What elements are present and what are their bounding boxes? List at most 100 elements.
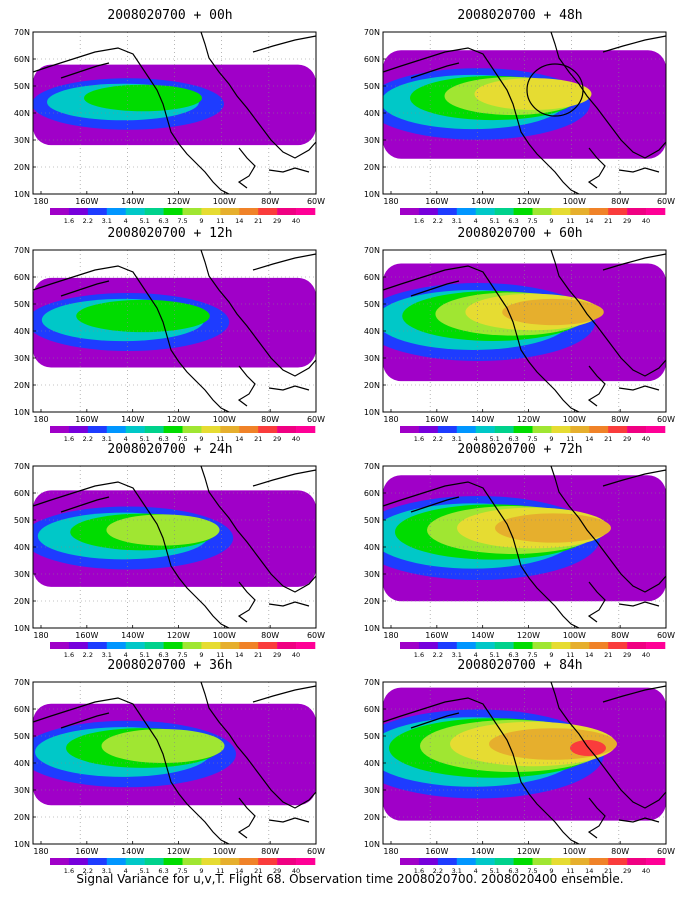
colorbar-label: 6.3 [158, 651, 168, 659]
lat-tick-label: 70N [14, 28, 30, 37]
lon-tick-label: 120W [517, 415, 540, 424]
colorbar-label: 11 [216, 867, 224, 875]
variance-map: 10N 20N 30N 40N 50N 60N 70N 180 160W 140W 120W 100W… [364, 28, 675, 225]
lon-tick-label: 140W [121, 197, 144, 206]
lon-tick-label: 180 [383, 847, 398, 856]
variance-map: 10N 20N 30N 40N 50N 60N 70N 180 160W 140W 120W 100W… [364, 462, 675, 659]
lat-tick-label: 50N [364, 732, 380, 741]
colorbar-label: 21 [604, 217, 612, 225]
lat-tick-label: 20N [364, 163, 380, 172]
colorbar-label: 7.5 [177, 651, 187, 659]
colorbar-label: 11 [566, 651, 574, 659]
colorbar-label: 14 [235, 435, 243, 443]
colorbar-label: 9 [549, 435, 553, 443]
lat-tick-label: 40N [14, 327, 30, 336]
colorbar-label: 2.2 [433, 435, 443, 443]
colorbar-label: 4 [474, 651, 478, 659]
lat-tick-label: 70N [14, 678, 30, 687]
colorbar-label: 3.1 [102, 217, 112, 225]
colorbar-label: 40 [642, 435, 650, 443]
colorbar-label: 6.3 [508, 651, 518, 659]
lat-tick-label: 20N [14, 381, 30, 390]
lat-tick-label: 60N [14, 55, 30, 64]
lon-tick-label: 80W [611, 415, 629, 424]
lat-tick-label: 30N [364, 136, 380, 145]
colorbar-label: 2.2 [83, 651, 93, 659]
colorbar-label: 1.6 [414, 651, 424, 659]
colorbar-label: 7.5 [177, 217, 187, 225]
lat-tick-label: 50N [14, 516, 30, 525]
colorbar: 1.6 2.2 3.1 4 5.1 6.3 7.5 9 11 14 21 29 40 [50, 642, 316, 659]
colorbar-label: 7.5 [527, 217, 537, 225]
lat-tick-label: 60N [364, 55, 380, 64]
lon-tick-label: 160W [425, 631, 448, 640]
colorbar-label: 3.1 [452, 217, 462, 225]
map-panel: 2008020700 + 72h 10N 20N 30N 40N 50N 60N 70N 180… [350, 442, 690, 660]
lat-tick-label: 30N [14, 136, 30, 145]
lon-tick-label: 180 [33, 197, 48, 206]
lat-tick-label: 30N [364, 786, 380, 795]
lat-tick-label: 40N [364, 759, 380, 768]
lon-tick-label: 180 [383, 631, 398, 640]
lon-tick-label: 100W [563, 847, 586, 856]
colorbar-label: 40 [292, 435, 300, 443]
colorbar-label: 40 [642, 867, 650, 875]
colorbar-label: 2.2 [433, 651, 443, 659]
lat-tick-label: 10N [364, 190, 380, 199]
variance-map: 10N 20N 30N 40N 50N 60N 70N 180 160W 140W 120W 100W… [14, 246, 325, 443]
colorbar: 1.6 2.2 3.1 4 5.1 6.3 7.5 9 11 14 21 29 40 [50, 426, 316, 443]
colorbar-label: 11 [216, 651, 224, 659]
lat-tick-label: 70N [364, 462, 380, 471]
colorbar-label: 3.1 [452, 651, 462, 659]
colorbar-label: 21 [604, 867, 612, 875]
colorbar-label: 14 [585, 651, 593, 659]
panel-title: 2008020700 + 12h [107, 226, 233, 241]
colorbar-label: 29 [623, 651, 631, 659]
colorbar: 1.6 2.2 3.1 4 5.1 6.3 7.5 9 11 14 21 29 40 [400, 426, 666, 443]
lat-tick-label: 10N [364, 840, 380, 849]
colorbar-label: 29 [623, 435, 631, 443]
map-panel: 2008020700 + 12h 10N 20N 30N 40N 50N 60N 70N 180… [0, 226, 340, 444]
colorbar-label: 11 [216, 217, 224, 225]
map-panel: 2008020700 + 24h 10N 20N 30N 40N 50N 60N 70N 180… [0, 442, 340, 660]
colorbar-label: 21 [254, 217, 262, 225]
figure-caption: Signal Variance for u,v,T. Flight 68. Ob… [76, 872, 624, 886]
lat-tick-label: 50N [364, 516, 380, 525]
lon-tick-label: 180 [383, 197, 398, 206]
variance-map: 10N 20N 30N 40N 50N 60N 70N 180 160W 140W 120W 100W… [364, 678, 675, 875]
lon-tick-label: 80W [611, 847, 629, 856]
lon-tick-label: 100W [213, 631, 236, 640]
lat-tick-label: 10N [364, 624, 380, 633]
lon-tick-label: 140W [471, 847, 494, 856]
panel-title: 2008020700 + 24h [107, 442, 233, 457]
lat-tick-label: 60N [14, 705, 30, 714]
colorbar-label: 9 [549, 867, 553, 875]
lat-tick-label: 40N [364, 327, 380, 336]
colorbar: 1.6 2.2 3.1 4 5.1 6.3 7.5 9 11 14 21 29 40 [400, 642, 666, 659]
colorbar-label: 4 [124, 217, 128, 225]
colorbar-label: 29 [623, 217, 631, 225]
lon-tick-label: 80W [261, 631, 279, 640]
lon-tick-label: 100W [213, 847, 236, 856]
lon-tick-label: 180 [33, 847, 48, 856]
colorbar-label: 14 [585, 217, 593, 225]
lat-tick-label: 40N [14, 109, 30, 118]
colorbar-label: 5.1 [489, 867, 499, 875]
panel-title: 2008020700 + 36h [107, 658, 233, 673]
colorbar-label: 3.1 [102, 651, 112, 659]
variance-map: 10N 20N 30N 40N 50N 60N 70N 180 160W 140W 120W 100W… [364, 246, 675, 443]
colorbar-label: 14 [235, 217, 243, 225]
lon-tick-label: 60W [307, 197, 325, 206]
colorbar-label: 9 [199, 651, 203, 659]
colorbar-label: 29 [273, 435, 281, 443]
colorbar-label: 1.6 [414, 867, 424, 875]
variance-map: 10N 20N 30N 40N 50N 60N 70N 180 160W 140W 120W 100W… [14, 28, 325, 225]
colorbar-label: 6.3 [508, 867, 518, 875]
colorbar-label: 5.1 [139, 217, 149, 225]
map-panel: 2008020700 + 00h 10N 20N 30N 40N 50N 60N 70N 180… [0, 8, 340, 226]
lat-tick-label: 40N [14, 543, 30, 552]
colorbar-label: 6.3 [508, 217, 518, 225]
lat-tick-label: 30N [364, 354, 380, 363]
coastline [32, 465, 317, 629]
lon-tick-label: 160W [75, 631, 98, 640]
